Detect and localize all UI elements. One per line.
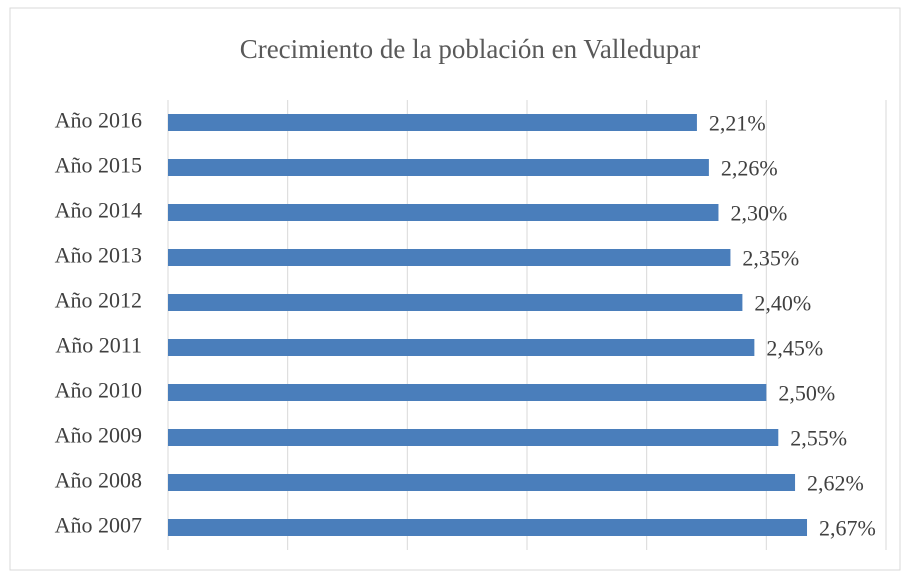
bar: [168, 339, 755, 356]
bar: [168, 294, 743, 311]
chart-frame: [9, 7, 901, 571]
chart-title: Crecimiento de la población en Valledupa…: [240, 34, 701, 64]
bar: [168, 429, 779, 446]
data-label: 2,30%: [730, 201, 787, 226]
bar: [168, 249, 731, 266]
y-tick-label: Año 2012: [55, 288, 142, 313]
bar: [168, 474, 796, 491]
data-label: 2,55%: [790, 426, 847, 451]
y-tick-label: Año 2011: [55, 333, 142, 358]
bar: [168, 114, 697, 131]
bar: [168, 384, 767, 401]
data-label: 2,26%: [721, 156, 778, 181]
data-label: 2,40%: [754, 291, 811, 316]
data-label: 2,35%: [742, 246, 799, 271]
y-tick-label: Año 2008: [55, 468, 142, 493]
y-tick-label: Año 2015: [55, 153, 142, 178]
data-label: 2,67%: [819, 516, 876, 541]
y-tick-label: Año 2007: [55, 513, 142, 538]
y-tick-label: Año 2009: [55, 423, 142, 448]
bar: [168, 204, 719, 221]
y-tick-label: Año 2010: [55, 378, 142, 403]
y-tick-label: Año 2013: [55, 243, 142, 268]
y-tick-label: Año 2016: [55, 108, 142, 133]
data-label: 2,45%: [766, 336, 823, 361]
bar: [168, 159, 709, 176]
data-label: 2,21%: [709, 111, 766, 136]
data-label: 2,50%: [778, 381, 835, 406]
data-label: 2,62%: [807, 471, 864, 496]
y-tick-label: Año 2014: [55, 198, 142, 223]
bar: [168, 519, 808, 536]
